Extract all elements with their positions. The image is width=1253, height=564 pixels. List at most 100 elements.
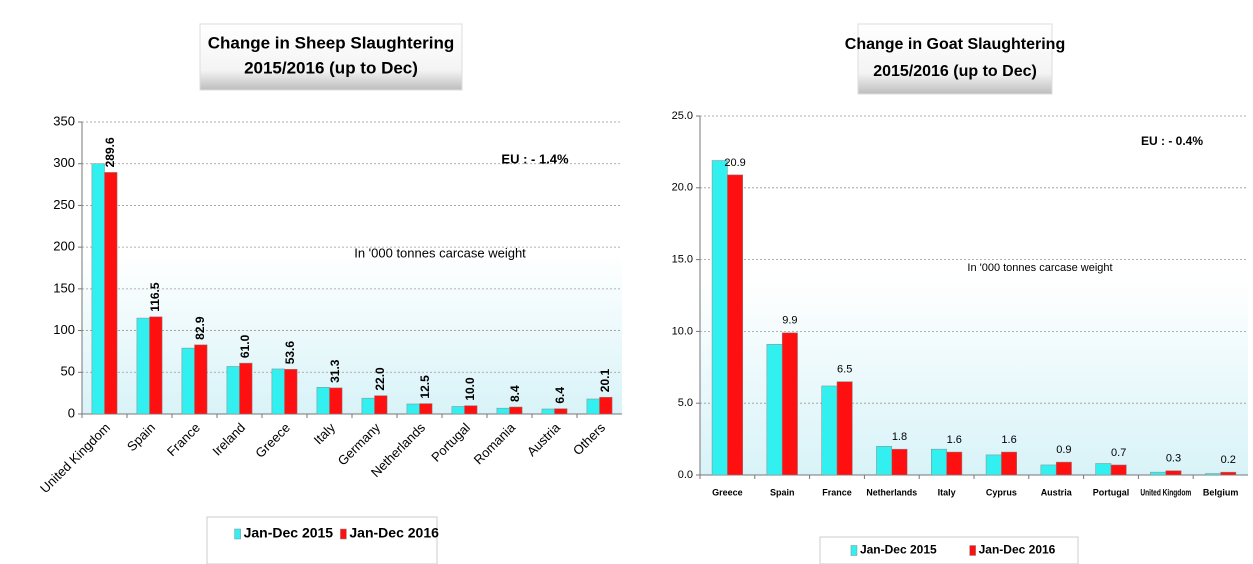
data-label: 1.6 bbox=[1001, 434, 1016, 446]
bar bbox=[136, 317, 150, 415]
y-tick-label: 0.0 bbox=[678, 469, 693, 481]
bar bbox=[239, 362, 253, 415]
data-label: 20.9 bbox=[724, 157, 745, 169]
y-tick-label: 0 bbox=[68, 405, 75, 420]
y-tick-label: 15.0 bbox=[672, 254, 693, 266]
bar bbox=[1220, 471, 1237, 476]
y-tick-label: 10.0 bbox=[672, 325, 693, 337]
bar bbox=[1165, 470, 1182, 476]
legend-label: Jan-Dec 2016 bbox=[349, 525, 439, 541]
bar bbox=[554, 408, 568, 415]
legend-box bbox=[206, 516, 438, 564]
bar bbox=[451, 406, 465, 415]
x-tick-label: Austria bbox=[524, 419, 564, 459]
x-tick-label: Netherlands bbox=[866, 487, 917, 497]
bar bbox=[91, 163, 105, 415]
y-tick-label: 50 bbox=[61, 364, 75, 379]
x-tick-label: United Kingdom bbox=[1140, 487, 1191, 497]
bar bbox=[1001, 451, 1017, 476]
data-label: 53.6 bbox=[283, 341, 297, 365]
data-label: 0.3 bbox=[1166, 453, 1181, 465]
data-label: 22.0 bbox=[373, 367, 387, 391]
y-tick-label: 300 bbox=[53, 155, 75, 170]
bar bbox=[781, 332, 798, 476]
bar bbox=[361, 397, 375, 415]
annotation: EU : - 1.4% bbox=[501, 151, 569, 166]
bar bbox=[876, 446, 893, 476]
x-tick-label: Cyprus bbox=[986, 487, 1017, 497]
chart-title: Change in Sheep Slaughtering bbox=[208, 33, 455, 52]
bar bbox=[985, 454, 1002, 476]
bar bbox=[271, 368, 285, 415]
annotation: In '000 tonnes carcase weight bbox=[967, 262, 1112, 274]
bar bbox=[226, 366, 240, 415]
y-tick-label: 150 bbox=[53, 280, 75, 295]
bar bbox=[821, 385, 838, 476]
x-tick-label: Portugal bbox=[428, 420, 473, 465]
bar bbox=[104, 172, 118, 415]
x-tick-label: Italy bbox=[938, 487, 956, 497]
data-label: 0.7 bbox=[1111, 447, 1126, 459]
data-label: 0.9 bbox=[1056, 444, 1071, 456]
bar bbox=[194, 344, 208, 415]
legend-label: Jan-Dec 2015 bbox=[244, 525, 334, 541]
bar bbox=[711, 160, 728, 476]
y-tick-label: 350 bbox=[53, 113, 75, 128]
data-label: 31.3 bbox=[328, 359, 342, 383]
y-tick-label: 100 bbox=[53, 322, 75, 337]
y-tick-label: 250 bbox=[53, 197, 75, 212]
x-tick-label: Greece bbox=[712, 487, 743, 497]
plot-background bbox=[82, 122, 622, 414]
x-tick-label: Greece bbox=[252, 420, 293, 461]
bar bbox=[496, 407, 510, 415]
bar bbox=[464, 405, 478, 415]
y-tick-label: 20.0 bbox=[672, 182, 693, 194]
bar bbox=[1205, 473, 1221, 476]
y-tick-label: 5.0 bbox=[678, 397, 693, 409]
title-box bbox=[857, 23, 1053, 95]
data-label: 9.9 bbox=[782, 315, 797, 327]
data-label: 12.5 bbox=[418, 375, 432, 399]
x-tick-label: Austria bbox=[1041, 487, 1073, 497]
data-label: 1.8 bbox=[892, 431, 907, 443]
y-tick-label: 25.0 bbox=[672, 110, 693, 122]
bar bbox=[836, 381, 853, 476]
x-tick-label: Others bbox=[570, 420, 609, 459]
data-label: 6.4 bbox=[553, 387, 567, 404]
x-tick-label: Portugal bbox=[1093, 487, 1130, 497]
bar bbox=[1150, 471, 1167, 476]
y-tick-label: 200 bbox=[53, 239, 75, 254]
bar bbox=[586, 398, 600, 415]
legend-label: Jan-Dec 2015 bbox=[860, 543, 937, 557]
data-label: 1.6 bbox=[947, 434, 962, 446]
bar bbox=[727, 174, 743, 476]
data-label: 116.5 bbox=[148, 282, 162, 312]
chart-title: Change in Goat Slaughtering bbox=[845, 36, 1065, 53]
data-label: 6.5 bbox=[837, 364, 852, 376]
x-tick-label: France bbox=[164, 420, 203, 459]
bar bbox=[284, 369, 298, 415]
bar bbox=[419, 403, 433, 415]
bar bbox=[406, 403, 420, 415]
x-tick-label: United Kingdom bbox=[37, 420, 113, 496]
bar bbox=[1055, 461, 1072, 476]
bar bbox=[1095, 463, 1112, 476]
bar bbox=[1040, 464, 1057, 476]
bar bbox=[541, 408, 555, 415]
bar bbox=[316, 387, 330, 415]
bar bbox=[599, 396, 613, 415]
x-tick-label: Ireland bbox=[209, 420, 248, 459]
bar bbox=[766, 344, 783, 476]
bar bbox=[149, 316, 163, 415]
x-tick-label: France bbox=[822, 487, 852, 497]
legend-box bbox=[819, 536, 1079, 564]
data-label: 0.2 bbox=[1221, 454, 1236, 466]
data-label: 10.0 bbox=[463, 377, 477, 401]
x-tick-label: Romania bbox=[471, 419, 519, 467]
data-label: 289.6 bbox=[103, 137, 117, 167]
annotation: EU : - 0.4% bbox=[1141, 134, 1203, 148]
data-label: 20.1 bbox=[598, 369, 612, 393]
data-label: 61.0 bbox=[238, 334, 252, 358]
legend-label: Jan-Dec 2016 bbox=[979, 543, 1056, 557]
